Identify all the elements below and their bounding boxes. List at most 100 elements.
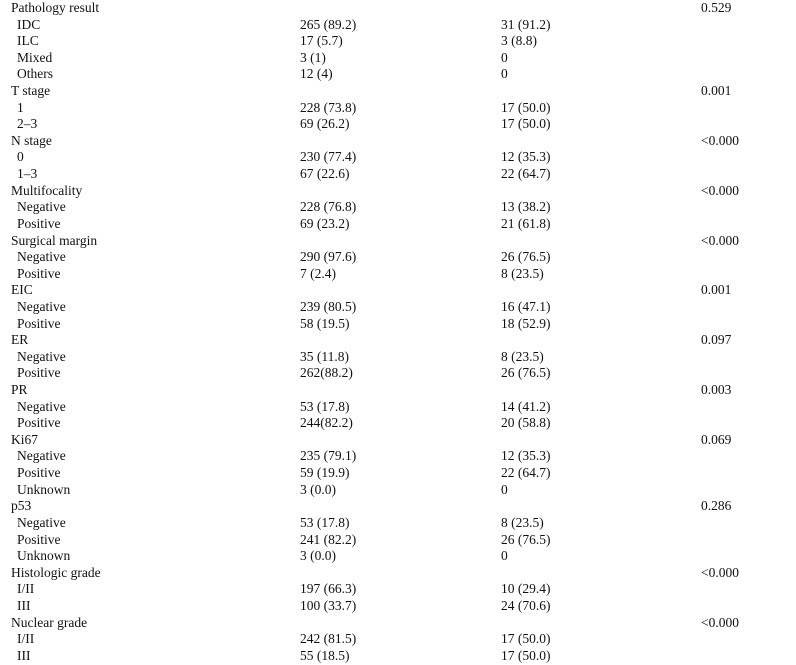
table-group-row: Ki67 0.069 xyxy=(0,432,796,449)
row-label: Positive xyxy=(17,415,61,431)
table-row: Positive 241 (82.2) 26 (76.5) xyxy=(0,532,796,549)
group1-value: 3 (1) xyxy=(300,49,326,65)
group-label: p53 xyxy=(11,498,32,514)
group1-value: 239 (80.5) xyxy=(300,298,357,314)
table-group-row: ER 0.097 xyxy=(0,332,796,349)
row-label: Negative xyxy=(17,514,66,530)
group1-value: 67 (22.6) xyxy=(300,166,350,182)
table-row: Negative 290 (97.6) 26 (76.5) xyxy=(0,249,796,266)
table-row: Negative 228 (76.8) 13 (38.2) xyxy=(0,199,796,216)
group1-value: 69 (26.2) xyxy=(300,116,350,132)
group2-value: 17 (50.0) xyxy=(501,647,551,663)
group2-value: 24 (70.6) xyxy=(501,597,551,613)
table-row: ILC 17 (5.7) 3 (8.8) xyxy=(0,33,796,50)
table-group-row: PR 0.003 xyxy=(0,382,796,399)
p-value: 0.003 xyxy=(701,382,732,398)
group2-value: 26 (76.5) xyxy=(501,365,551,381)
row-label: Negative xyxy=(17,249,66,265)
group-label: Multifocality xyxy=(11,182,83,198)
group1-value: 235 (79.1) xyxy=(300,448,357,464)
p-value: <0.000 xyxy=(701,182,739,198)
group2-value: 14 (41.2) xyxy=(501,398,551,414)
group1-value: 69 (23.2) xyxy=(300,215,350,231)
group1-value: 230 (77.4) xyxy=(300,149,357,165)
p-value: 0.069 xyxy=(701,431,732,447)
group2-value: 31 (91.2) xyxy=(501,16,551,32)
table-row: Negative 53 (17.8) 14 (41.2) xyxy=(0,399,796,416)
p-value: <0.000 xyxy=(701,132,739,148)
p-value: 0.097 xyxy=(701,332,732,348)
row-label: Positive xyxy=(17,265,61,281)
group2-value: 0 xyxy=(501,548,508,564)
table-group-row: N stage <0.000 xyxy=(0,133,796,150)
table-row: Positive 244(82.2) 20 (58.8) xyxy=(0,415,796,432)
group2-value: 0 xyxy=(501,66,508,82)
group1-value: 197 (66.3) xyxy=(300,581,357,597)
row-label: I/II xyxy=(17,581,35,597)
table-row: 1–3 67 (22.6) 22 (64.7) xyxy=(0,166,796,183)
group-label: Ki67 xyxy=(11,431,38,447)
p-value: <0.000 xyxy=(701,232,739,248)
group2-value: 0 xyxy=(501,49,508,65)
group2-value: 21 (61.8) xyxy=(501,215,551,231)
row-label: III xyxy=(17,597,31,613)
group2-value: 22 (64.7) xyxy=(501,166,551,182)
table-group-row: EIC 0.001 xyxy=(0,282,796,299)
group2-value: 16 (47.1) xyxy=(501,298,551,314)
group2-value: 17 (50.0) xyxy=(501,99,551,115)
row-label: III xyxy=(17,647,31,663)
group-label: Histologic grade xyxy=(11,564,101,580)
group1-value: 242 (81.5) xyxy=(300,631,357,647)
p-value: 0.529 xyxy=(701,0,732,15)
group2-value: 26 (76.5) xyxy=(501,531,551,547)
row-label: Positive xyxy=(17,215,61,231)
group2-value: 12 (35.3) xyxy=(501,149,551,165)
group2-value: 10 (29.4) xyxy=(501,581,551,597)
group2-value: 3 (8.8) xyxy=(501,33,537,49)
group2-value: 20 (58.8) xyxy=(501,415,551,431)
row-label: Negative xyxy=(17,398,66,414)
group1-value: 53 (17.8) xyxy=(300,514,350,530)
row-label: Positive xyxy=(17,315,61,331)
table-row: 2–3 69 (26.2) 17 (50.0) xyxy=(0,116,796,133)
group2-value: 8 (23.5) xyxy=(501,348,544,364)
group1-value: 100 (33.7) xyxy=(300,597,357,613)
group-label: N stage xyxy=(11,132,52,148)
group2-value: 0 xyxy=(501,481,508,497)
row-label: 1 xyxy=(17,99,24,115)
table-group-row: Pathology result 0.529 xyxy=(0,0,796,17)
group1-value: 35 (11.8) xyxy=(300,348,349,364)
row-label: 1–3 xyxy=(17,166,38,182)
group1-value: 3 (0.0) xyxy=(300,548,336,564)
row-label: 0 xyxy=(17,149,24,165)
table-row: Negative 53 (17.8) 8 (23.5) xyxy=(0,515,796,532)
table-row: Positive 262(88.2) 26 (76.5) xyxy=(0,365,796,382)
row-label: Negative xyxy=(17,448,66,464)
row-label: Mixed xyxy=(17,49,53,65)
table-row: Positive 58 (19.5) 18 (52.9) xyxy=(0,316,796,333)
group1-value: 244(82.2) xyxy=(300,415,353,431)
group2-value: 18 (52.9) xyxy=(501,315,551,331)
group1-value: 59 (19.9) xyxy=(300,465,350,481)
group1-value: 3 (0.0) xyxy=(300,481,336,497)
table-group-row: Histologic grade <0.000 xyxy=(0,565,796,582)
table-group-row: Surgical margin <0.000 xyxy=(0,233,796,250)
row-label: Positive xyxy=(17,465,61,481)
group-label: Pathology result xyxy=(11,0,100,15)
group1-value: 228 (73.8) xyxy=(300,99,357,115)
table-row: 1 228 (73.8) 17 (50.0) xyxy=(0,100,796,117)
row-label: I/II xyxy=(17,631,35,647)
group2-value: 17 (50.0) xyxy=(501,631,551,647)
group2-value: 13 (38.2) xyxy=(501,199,551,215)
row-label: IDC xyxy=(17,16,41,32)
group2-value: 8 (23.5) xyxy=(501,514,544,530)
table-row: I/II 197 (66.3) 10 (29.4) xyxy=(0,581,796,598)
row-label: Negative xyxy=(17,298,66,314)
group1-value: 53 (17.8) xyxy=(300,398,350,414)
table-row: Mixed 3 (1) 0 xyxy=(0,50,796,67)
group2-value: 26 (76.5) xyxy=(501,249,551,265)
group1-value: 55 (18.5) xyxy=(300,647,350,663)
row-label: Positive xyxy=(17,531,61,547)
group1-value: 12 (4) xyxy=(300,66,333,82)
